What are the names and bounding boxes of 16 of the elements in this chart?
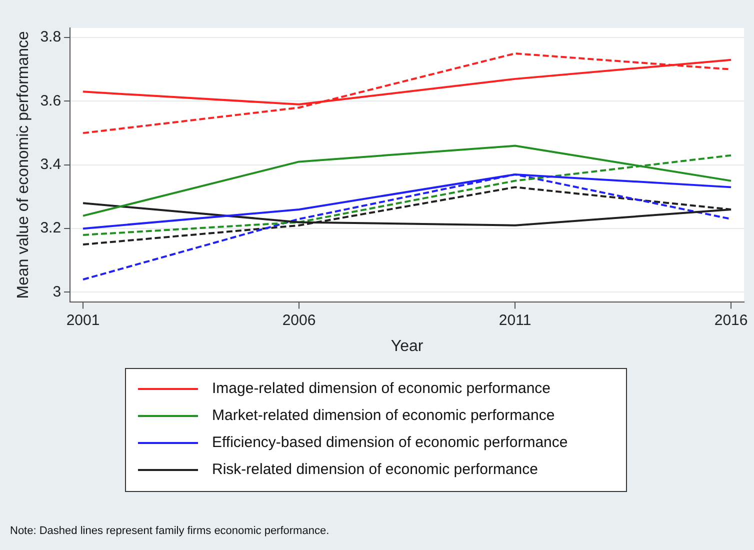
x-axis-title: Year: [390, 338, 424, 355]
y-tick-label: 3.2: [40, 220, 62, 237]
text: Note: Dashed lines represent family firms economic performance.: [10, 525, 330, 537]
y-tick-label: 3.6: [40, 92, 62, 110]
legend-label: Risk-related dimension of economic performance: [212, 461, 538, 478]
y-axis-title: Mean value of economic performance: [15, 30, 32, 299]
x-tick-label: 2016: [714, 312, 748, 329]
x-tick-label: 2006: [282, 312, 316, 329]
legend-label: Market-related dimension of economic performance: [212, 407, 555, 424]
y-tick-label: 3.8: [40, 28, 62, 46]
legend-label: Efficiency-based dimension of economic performance: [212, 434, 568, 451]
y-tick-label: 3: [52, 283, 62, 300]
legend-label: Image-related dimension of economic performance: [212, 380, 551, 397]
y-tick-label: 3.4: [40, 156, 62, 174]
x-tick-label: 2001: [66, 312, 100, 329]
x-tick-label: 2011: [498, 312, 532, 329]
